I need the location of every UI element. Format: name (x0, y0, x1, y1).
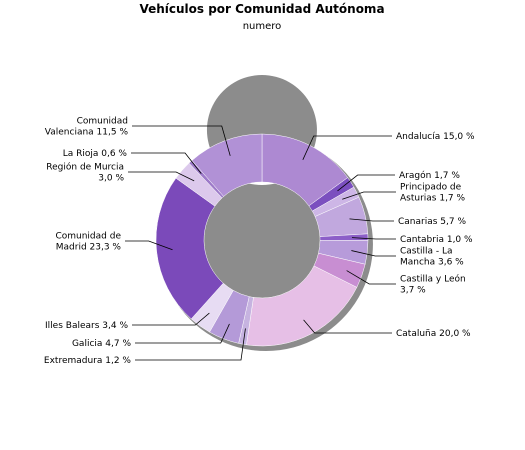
leader-galicia (135, 323, 230, 344)
leader-catalu-a (303, 319, 392, 334)
leader-principado-de-asturias (342, 191, 396, 200)
label-castilla-y-le-n-line2: 3,7 % (400, 286, 426, 296)
leader-arag-n (337, 174, 395, 192)
label-castilla-la-mancha-line1: Castilla - La (400, 247, 453, 257)
label-comunidad-valenciana-line1: Comunidad (77, 117, 128, 127)
label-regi-n-de-murcia-line1: Región de Murcia (46, 162, 124, 173)
label-galicia: Galicia 4,7 % (72, 339, 131, 349)
leader-comunidad-de-madrid (125, 240, 173, 251)
leader-la-rioja (131, 152, 202, 174)
label-catalu-a: Cataluña 20,0 % (396, 329, 471, 339)
label-comunidad-de-madrid-line1: Comunidad de (55, 232, 121, 242)
label-canarias: Canarias 5,7 % (398, 217, 466, 227)
slice-comunidad-de-madrid (155, 177, 224, 320)
leader-regi-n-de-murcia (128, 171, 195, 182)
label-castilla-la-mancha-line2: Mancha 3,6 % (400, 258, 464, 268)
leader-castilla-la-mancha (351, 250, 396, 257)
label-comunidad-valenciana-line2: Valenciana 11,5 % (45, 128, 129, 138)
leader-cantabria (351, 237, 396, 240)
label-principado-de-asturias-line2: Asturias 1,7 % (400, 194, 466, 204)
leader-castilla-y-le-n (346, 270, 396, 285)
leader-andaluc-a (302, 135, 392, 160)
chart-subtitle: numero (243, 21, 282, 32)
label-illes-balears: Illes Balears 3,4 % (45, 321, 128, 331)
label-la-rioja: La Rioja 0,6 % (63, 149, 128, 159)
label-arag-n: Aragón 1,7 % (399, 170, 460, 181)
donut-slices (155, 133, 369, 347)
leader-lines (125, 125, 396, 361)
leader-extremadura (135, 328, 246, 361)
leader-canarias (349, 218, 394, 222)
label-andaluc-a: Andalucía 15,0 % (396, 132, 475, 142)
slice-labels: Andalucía 15,0 % Aragón 1,7 % Principado d… (44, 117, 475, 367)
label-principado-de-asturias-line1: Principado de (400, 183, 462, 193)
leader-illes-balears (132, 312, 210, 326)
chart-title: Vehículos por Comunidad Autónoma (139, 2, 384, 16)
slice-comunidad-valenciana (191, 133, 263, 197)
label-castilla-y-le-n-line1: Castilla y León (400, 274, 466, 285)
label-extremadura: Extremadura 1,2 % (44, 356, 132, 366)
label-regi-n-de-murcia-line2: 3,0 % (98, 174, 124, 184)
leader-comunidad-valenciana (132, 125, 231, 156)
label-comunidad-de-madrid-line2: Madrid 23,3 % (56, 243, 122, 253)
label-cantabria: Cantabria 1,0 % (400, 235, 473, 245)
